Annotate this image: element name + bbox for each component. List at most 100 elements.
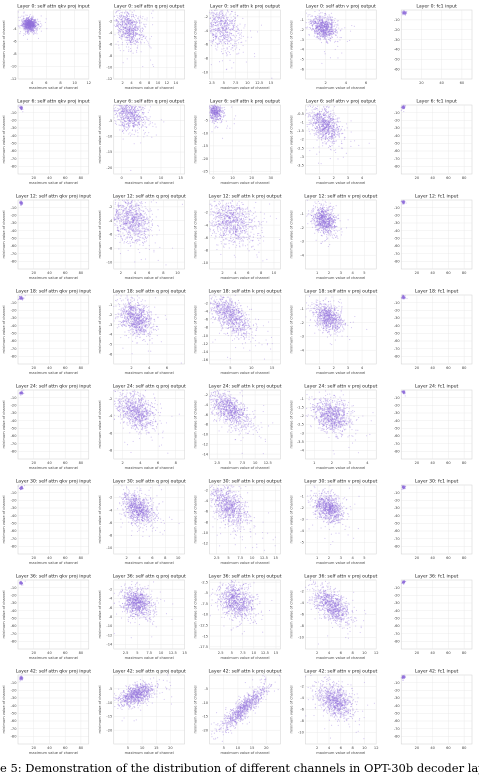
scatter-point <box>115 20 117 22</box>
scatter-point <box>128 124 130 126</box>
scatter-point <box>135 120 138 122</box>
scatter-point <box>32 18 34 20</box>
scatter-point <box>150 47 152 49</box>
scatter-point <box>118 47 120 49</box>
scatter-point <box>218 32 220 34</box>
scatter-point <box>138 106 140 108</box>
scatter-point <box>216 34 218 36</box>
scatter-point <box>313 112 315 114</box>
scatter-point <box>126 112 129 114</box>
scatter-point <box>24 23 26 25</box>
scatter-point <box>324 129 326 131</box>
scatter-point <box>332 128 334 130</box>
scatter-point <box>218 35 221 37</box>
x-tick-label: 4 <box>31 81 34 85</box>
scatter-point <box>321 23 323 25</box>
x-tick-label: 30 <box>269 176 274 180</box>
scatter-point <box>122 121 124 123</box>
scatter-point <box>118 104 120 106</box>
scatter-point <box>338 126 341 128</box>
scatter-point <box>226 36 228 38</box>
scatter-point <box>219 27 221 29</box>
scatter-point <box>333 25 335 27</box>
scatter-point <box>327 42 329 44</box>
scatter-point <box>31 29 33 31</box>
scatter-point <box>333 106 336 108</box>
scatter-point <box>318 135 320 137</box>
scatter-point <box>124 12 126 14</box>
scatter-point <box>219 29 221 31</box>
scatter-point <box>148 132 150 134</box>
scatter-point <box>214 120 216 122</box>
scatter-point <box>229 127 231 129</box>
scatter-point <box>221 13 223 15</box>
scatter-point <box>30 22 32 24</box>
scatter-point <box>324 141 326 143</box>
scatter-point <box>219 118 221 120</box>
scatter-point <box>130 109 132 111</box>
scatter-point <box>250 36 252 38</box>
scatter-point <box>306 124 308 126</box>
scatter-point <box>322 15 324 17</box>
scatter-point <box>331 142 333 144</box>
scatter-point <box>139 26 141 28</box>
scatter-point <box>223 23 225 25</box>
scatter-point <box>324 143 326 145</box>
scatter-point <box>328 14 330 16</box>
scatter-point <box>135 109 137 111</box>
scatter-point <box>26 19 28 21</box>
scatter-point <box>149 46 151 48</box>
scatter-point <box>221 39 223 41</box>
scatter-point <box>34 27 36 29</box>
y-tick-label: -6 <box>205 43 209 47</box>
scatter-point <box>329 146 331 148</box>
scatter-point <box>135 22 137 24</box>
scatter-point <box>26 27 28 29</box>
scatter-point <box>135 24 137 26</box>
scatter-point <box>28 27 30 29</box>
scatter-point <box>32 28 34 30</box>
scatter-point <box>33 25 35 27</box>
scatter-point <box>132 52 134 54</box>
scatter-point <box>136 50 138 52</box>
scatter-point <box>134 17 136 19</box>
scatter-point <box>155 134 157 136</box>
scatter-point <box>321 120 323 123</box>
scatter-point <box>116 11 118 13</box>
scatter-point <box>222 137 224 139</box>
scatter-point <box>326 121 328 123</box>
scatter-point <box>24 20 26 22</box>
scatter-point <box>232 47 234 49</box>
scatter-point <box>118 34 120 36</box>
scatter-point <box>242 44 244 47</box>
scatter-point <box>324 14 326 16</box>
scatter-point <box>28 25 31 27</box>
scatter-point <box>126 23 128 25</box>
scatter-point <box>247 36 249 38</box>
scatter-point <box>28 32 30 35</box>
scatter-point <box>118 13 121 15</box>
scatter-point <box>318 20 321 22</box>
scatter-point <box>117 107 119 109</box>
scatter-point <box>315 114 317 116</box>
scatter-point <box>123 27 125 29</box>
scatter-point <box>322 30 324 32</box>
scatter-point <box>122 106 124 108</box>
scatter-point <box>240 33 242 35</box>
scatter-point <box>223 25 225 27</box>
scatter-point <box>233 22 236 24</box>
scatter-point <box>115 109 117 111</box>
scatter-point <box>122 125 124 127</box>
scatter-point <box>115 43 117 45</box>
scatter-point <box>128 49 130 51</box>
y-tick-label: -10 <box>394 18 401 22</box>
scatter-point <box>228 40 230 42</box>
scatter-point <box>27 21 29 23</box>
scatter-point <box>121 17 123 19</box>
scatter-point <box>28 22 31 24</box>
scatter-point <box>218 15 220 17</box>
scatter-point <box>312 123 314 125</box>
scatter-point <box>316 37 318 39</box>
scatter-point <box>331 35 333 37</box>
